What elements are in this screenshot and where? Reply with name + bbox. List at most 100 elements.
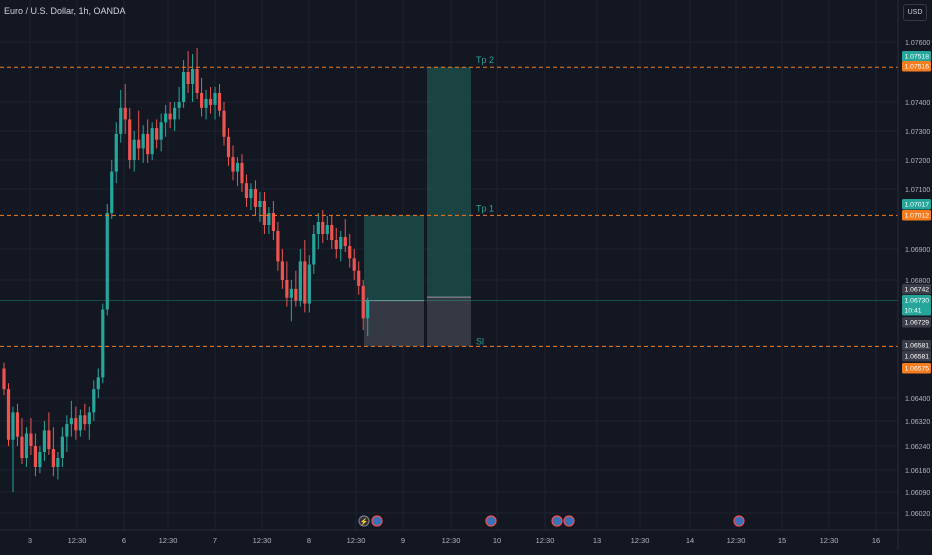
candle-body [267,213,271,225]
candle-body [29,433,33,446]
price-label-text: 1.06575 [905,366,930,373]
flash-event-icon-glyph: ⚡ [360,517,369,526]
candle-body [56,458,60,467]
price-tick-label: 1.07600 [905,40,930,47]
flash-event-icon [358,515,370,527]
candle-body [155,128,159,140]
candle-body [2,368,6,390]
price-label-text: 10:41 [905,308,922,315]
candle-body [271,213,275,231]
price-tick-label: 1.06020 [905,511,930,518]
time-tick-label: 9 [401,536,405,545]
price-tick-label: 1.06400 [905,396,930,403]
candle-body [168,113,172,120]
currency-button[interactable]: USD [903,4,927,21]
time-tick-label: 10 [493,536,501,545]
candle-body [366,300,370,319]
candle-body [330,225,334,240]
price-label-current-price [902,295,931,306]
price-label-tp2-line [902,61,931,72]
price-tick-label: 1.07200 [905,158,930,165]
candle-body [123,107,127,120]
candle-body [78,415,82,431]
time-tick-label: 16 [872,536,880,545]
time-tick-label: 6 [122,536,126,545]
price-tick-label: 1.06900 [905,247,930,254]
candle-body [69,418,73,425]
price-label-tp1-line [902,210,931,221]
candle-body [348,246,352,259]
candle-body [164,113,168,123]
price-label-text: 1.06729 [905,320,930,327]
candle-body [244,183,249,198]
candle-body [65,424,69,437]
candle-body [132,139,136,160]
price-label-text: 1.06742 [905,287,930,294]
candle-body [96,377,100,390]
candle-body [325,225,329,234]
time-tick-label: 12:30 [68,536,87,545]
candle-body [83,415,87,425]
candle-body [213,93,217,105]
candle-body [101,309,105,378]
candle-body [119,107,123,134]
candle-body [186,72,190,84]
candle-body [24,433,29,458]
candle-body [352,258,356,271]
candle-body [253,189,258,207]
price-tick-label: 1.07400 [905,100,930,107]
price-label-sl-line [902,363,931,374]
candle-body [262,201,267,225]
price-label-text: 1.07012 [905,213,930,220]
target-zone [364,215,424,301]
candle-body [6,389,11,440]
time-tick-label: 12:30 [159,536,178,545]
candle-body [294,288,298,301]
candle-body [235,162,240,172]
candle-body [146,133,150,155]
us-flag-event-icon-1 [371,515,383,527]
candle-body [38,452,42,467]
candle-body [182,72,186,102]
price-label-text: 1.07017 [905,202,930,209]
price-label-entry-upper [902,284,931,295]
level-annotation: Sl [476,336,484,346]
candle-body [173,107,177,120]
candle-body [128,119,132,160]
level-annotation: Tp 2 [476,55,494,65]
candle-body [51,449,55,467]
candle-body [47,430,51,449]
time-tick-label: 15 [778,536,786,545]
candle-body [334,240,338,249]
price-tick-label: 1.07100 [905,187,930,194]
candle-body [190,69,195,84]
time-tick-label: 12:30 [253,536,272,545]
price-tick-label: 1.06240 [905,444,930,451]
candle-body [280,261,284,280]
candle-body [316,222,320,234]
price-tick-label: 1.06800 [905,278,930,285]
candle-body [285,280,289,298]
candle-body [150,128,154,155]
stop-zone [427,297,471,347]
price-tick-label: 1.06090 [905,490,930,497]
price-label-text: 1.06581 [905,354,930,361]
candle-body [92,389,96,413]
price-label-sl-level-1 [902,340,931,351]
candle-body [249,189,253,198]
time-tick-label: 12:30 [631,536,650,545]
candle-body [307,264,311,304]
candle-body [11,412,15,440]
candle-body [199,93,204,108]
time-tick-label: 3 [28,536,32,545]
candle-body [361,285,365,319]
candle-body [258,201,262,207]
candle-body [312,234,316,265]
globe-event-icon [551,515,563,527]
candle-body [240,162,244,184]
candle-body [20,436,24,458]
candle-body [87,412,91,425]
symbol-title: Euro / U.S. Dollar, 1h, OANDA [4,6,126,16]
